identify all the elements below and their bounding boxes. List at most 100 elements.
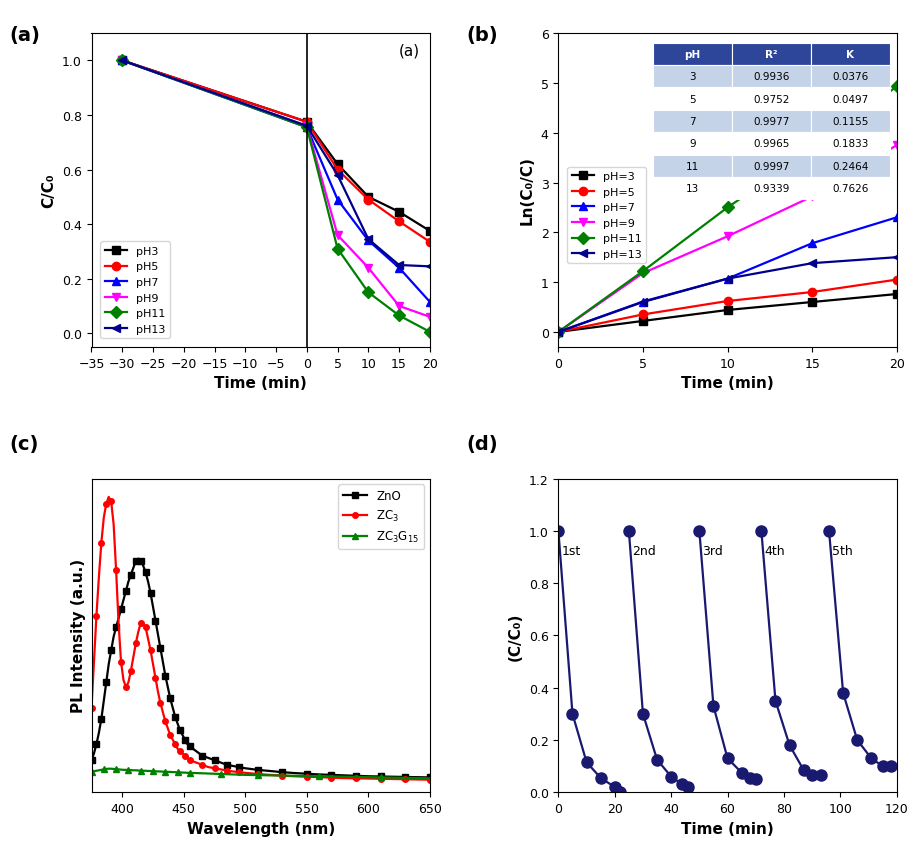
pH3 [332, 160, 343, 170]
pH9 [363, 263, 374, 273]
Text: (d): (d) [467, 435, 499, 453]
pH13 [332, 170, 343, 181]
pH=13 [722, 274, 733, 285]
Line: pH=7: pH=7 [554, 214, 901, 337]
pH13 [425, 262, 436, 272]
pH5 [117, 56, 128, 66]
pH=9 [807, 192, 818, 202]
pH=9 [722, 232, 733, 242]
pH=5 [553, 327, 564, 337]
pH=13 [891, 253, 902, 263]
ZC$_3$ [125, 666, 136, 676]
pH=11 [553, 327, 564, 337]
Y-axis label: PL Intensity (a.u.): PL Intensity (a.u.) [71, 559, 86, 712]
pH=13 [638, 297, 649, 308]
Text: 3rd: 3rd [702, 544, 723, 557]
ZnO [133, 554, 144, 564]
pH9 [393, 302, 404, 312]
ZnO [425, 773, 436, 783]
pH5 [301, 118, 312, 128]
Line: pH3: pH3 [118, 57, 434, 236]
Line: ZC$_3$G$_{15}$: ZC$_3$G$_{15}$ [89, 766, 433, 781]
Y-axis label: C/C₀: C/C₀ [41, 174, 56, 208]
Line: pH=5: pH=5 [554, 276, 901, 337]
Legend: ZnO, ZC$_3$, ZC$_3$G$_{15}$: ZnO, ZC$_3$, ZC$_3$G$_{15}$ [339, 485, 424, 550]
pH5 [393, 217, 404, 227]
pH7 [332, 195, 343, 205]
pH5 [363, 195, 374, 205]
Line: ZnO: ZnO [89, 556, 433, 780]
pH=5 [722, 296, 733, 307]
pH7 [301, 123, 312, 133]
pH=7 [553, 327, 564, 337]
pH5 [425, 238, 436, 248]
Legend: pH=3, pH=5, pH=7, pH=9, pH=11, pH=13: pH=3, pH=5, pH=7, pH=9, pH=11, pH=13 [567, 168, 646, 264]
ZnO [326, 770, 337, 780]
ZC$_3$G$_{15}$ [125, 765, 136, 775]
pH=3 [722, 306, 733, 316]
pH=3 [638, 316, 649, 326]
Y-axis label: (C/C₀): (C/C₀) [508, 612, 523, 659]
pH=7 [891, 213, 902, 223]
Legend: pH3, pH5, pH7, pH9, pH11, pH13: pH3, pH5, pH7, pH9, pH11, pH13 [101, 242, 170, 339]
ZC$_3$G$_{15}$ [400, 773, 411, 783]
ZC$_3$ [135, 618, 146, 628]
Line: pH5: pH5 [118, 57, 434, 247]
Text: 2nd: 2nd [631, 544, 655, 557]
ZnO [123, 577, 134, 587]
pH=5 [891, 275, 902, 285]
ZC$_3$ [425, 774, 436, 785]
pH=3 [891, 290, 902, 300]
pH3 [425, 227, 436, 237]
pH=11 [807, 146, 818, 156]
ZC$_3$ [155, 698, 166, 708]
pH13 [393, 261, 404, 271]
pH5 [332, 165, 343, 176]
Text: (b): (b) [467, 26, 499, 44]
pH3 [301, 118, 312, 128]
ZC$_3$G$_{15}$ [155, 767, 166, 777]
pH11 [117, 56, 128, 66]
Text: 4th: 4th [764, 544, 785, 557]
pH=7 [722, 274, 733, 285]
X-axis label: Time (min): Time (min) [681, 376, 774, 391]
ZC$_3$G$_{15}$ [326, 771, 337, 781]
ZC$_3$ [169, 740, 180, 750]
pH11 [393, 311, 404, 321]
ZC$_3$G$_{15}$ [425, 774, 436, 784]
Line: pH9: pH9 [118, 57, 434, 321]
ZnO [155, 643, 166, 653]
Line: pH=11: pH=11 [554, 83, 901, 337]
pH7 [363, 236, 374, 246]
Line: pH=13: pH=13 [554, 254, 901, 337]
pH7 [425, 297, 436, 308]
pH=13 [553, 327, 564, 337]
pH13 [363, 234, 374, 245]
ZnO [86, 755, 97, 765]
Line: pH13: pH13 [118, 57, 434, 271]
Y-axis label: Ln(C₀/C): Ln(C₀/C) [520, 157, 535, 225]
Line: pH=3: pH=3 [554, 291, 901, 337]
X-axis label: Wavelength (nm): Wavelength (nm) [187, 820, 335, 836]
ZC$_3$ [326, 773, 337, 783]
pH=11 [638, 267, 649, 277]
pH3 [117, 56, 128, 66]
X-axis label: Time (min): Time (min) [214, 376, 307, 391]
Line: pH7: pH7 [118, 57, 434, 307]
ZC$_3$G$_{15}$ [135, 765, 146, 775]
pH11 [425, 327, 436, 337]
pH9 [332, 231, 343, 241]
pH11 [332, 245, 343, 255]
ZC$_3$G$_{15}$ [86, 767, 97, 777]
pH11 [363, 288, 374, 298]
pH=11 [722, 203, 733, 213]
pH=13 [807, 259, 818, 269]
Text: (a): (a) [399, 43, 420, 59]
pH7 [117, 56, 128, 66]
pH=9 [553, 327, 564, 337]
pH9 [301, 122, 312, 132]
pH=9 [891, 141, 902, 151]
pH=11 [891, 82, 902, 92]
pH=5 [638, 310, 649, 320]
Line: pH11: pH11 [118, 57, 434, 337]
